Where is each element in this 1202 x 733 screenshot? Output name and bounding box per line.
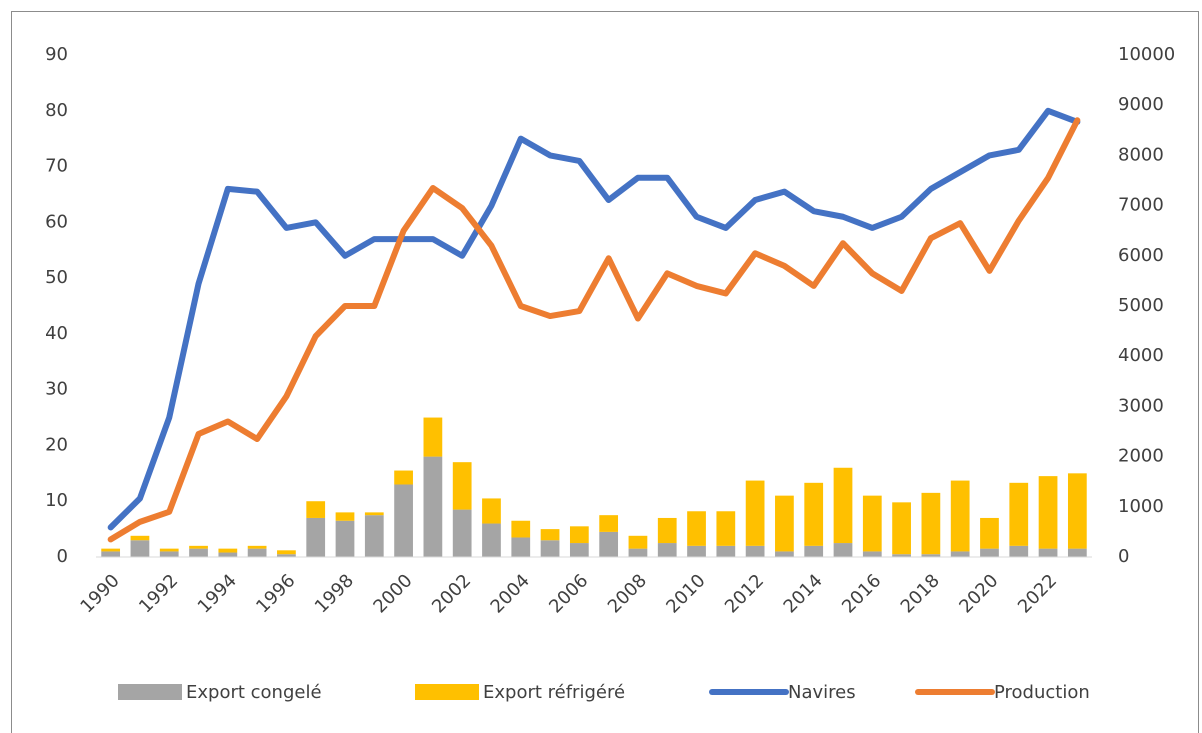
- y-tick-label: 60: [45, 211, 68, 232]
- bar: [950, 551, 970, 557]
- y-tick-label: 80: [45, 100, 68, 121]
- bar: [804, 545, 824, 557]
- bar: [804, 482, 824, 546]
- bar: [1009, 482, 1029, 546]
- bar: [364, 512, 384, 516]
- bar: [980, 517, 999, 549]
- bar: [130, 540, 150, 557]
- bar: [394, 470, 413, 485]
- bar: [306, 501, 326, 518]
- bar: [687, 545, 706, 557]
- y2-tick-label: 2000: [1118, 446, 1164, 467]
- y2-tick-label: 0: [1118, 546, 1129, 567]
- bar: [628, 548, 648, 557]
- chart-frame: [11, 11, 1199, 733]
- bar: [569, 526, 589, 544]
- y-tick-label: 20: [45, 434, 68, 455]
- bar: [745, 480, 765, 546]
- line: [107, 107, 1081, 531]
- bar: [189, 545, 208, 549]
- y2-tick-label: 3000: [1118, 395, 1164, 416]
- bar: [1038, 476, 1058, 549]
- bar: [569, 543, 589, 557]
- bar: [511, 537, 531, 557]
- bar: [540, 529, 560, 541]
- legend-swatch: [118, 684, 182, 700]
- bar: [980, 548, 999, 557]
- bar: [716, 511, 736, 546]
- bar: [892, 554, 911, 557]
- bar: [892, 502, 911, 555]
- bar: [306, 517, 326, 557]
- y-tick-label: 70: [45, 156, 68, 177]
- legend-label: Export réfrigéré: [483, 682, 625, 703]
- y-tick-label: 40: [45, 323, 68, 344]
- legend-label: Navires: [788, 682, 856, 703]
- bar: [482, 523, 501, 557]
- bar: [921, 492, 941, 555]
- y2-tick-label: 10000: [1118, 44, 1175, 65]
- bar: [775, 551, 794, 557]
- y2-tick-label: 6000: [1118, 245, 1164, 266]
- bar: [775, 495, 794, 552]
- y2-tick-label: 7000: [1118, 195, 1164, 216]
- y2-tick-label: 1000: [1118, 496, 1164, 517]
- bar: [277, 550, 296, 555]
- y-tick-label: 50: [45, 267, 68, 288]
- y-tick-label: 0: [57, 546, 68, 567]
- legend-label: Export congelé: [186, 682, 322, 703]
- bar: [862, 551, 882, 557]
- legend-swatch: [415, 684, 479, 700]
- bar: [101, 548, 121, 552]
- bar: [452, 509, 472, 557]
- bar: [540, 540, 560, 557]
- bar: [833, 543, 853, 557]
- bar: [189, 548, 208, 557]
- bar: [745, 545, 765, 557]
- y-tick-label: 10: [45, 490, 68, 511]
- bar: [335, 512, 355, 521]
- bar: [950, 480, 970, 552]
- bar: [657, 543, 677, 557]
- bar: [921, 554, 941, 557]
- bar: [364, 515, 384, 557]
- bar: [1067, 473, 1087, 549]
- line: [107, 117, 1081, 543]
- bar: [862, 495, 882, 552]
- bar: [599, 515, 619, 532]
- bar: [218, 552, 238, 557]
- bar: [218, 548, 238, 553]
- y-tick-label: 30: [45, 379, 68, 400]
- bar: [511, 520, 531, 538]
- bar: [599, 531, 619, 557]
- y2-tick-label: 9000: [1118, 94, 1164, 115]
- bar: [130, 535, 150, 541]
- bar: [423, 456, 443, 557]
- y-tick-label: 90: [45, 44, 68, 65]
- bar: [277, 554, 296, 557]
- bar: [687, 511, 706, 546]
- y2-tick-label: 4000: [1118, 345, 1164, 366]
- y2-tick-label: 5000: [1118, 295, 1164, 316]
- bar: [159, 551, 179, 557]
- bar: [1067, 548, 1087, 557]
- bar: [101, 551, 121, 557]
- legend-label: Production: [994, 682, 1090, 703]
- bar: [657, 517, 677, 544]
- bar: [1009, 545, 1029, 557]
- bar: [1038, 548, 1058, 557]
- bar: [833, 467, 853, 544]
- bar: [247, 548, 267, 557]
- y2-tick-label: 8000: [1118, 144, 1164, 165]
- bar: [482, 498, 501, 524]
- bar: [452, 462, 472, 510]
- bar: [394, 484, 413, 557]
- bar: [159, 548, 179, 552]
- bar: [628, 535, 648, 549]
- bar: [335, 520, 355, 557]
- bar: [247, 545, 267, 549]
- bar: [423, 417, 443, 457]
- bar: [716, 545, 736, 557]
